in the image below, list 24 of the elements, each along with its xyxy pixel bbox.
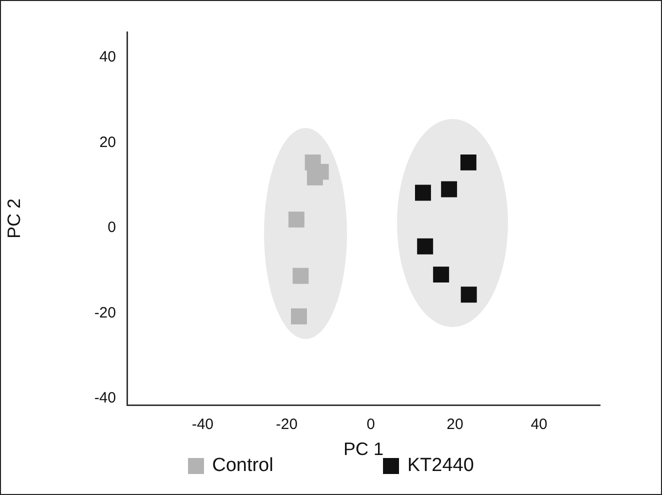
y-tick-label: -40 [94, 390, 116, 407]
x-tick-label: -20 [276, 416, 298, 434]
x-axis-title: PC 1 [343, 439, 384, 460]
x-tick-label: 40 [530, 416, 548, 434]
point [292, 268, 309, 284]
x-tick-label: 0 [366, 416, 376, 434]
y-tick-label: -20 [94, 304, 116, 322]
point [290, 308, 307, 324]
point [460, 154, 476, 170]
y-axis-title: PC 2 [4, 198, 24, 239]
point [460, 286, 477, 303]
y-tick-label: 40 [99, 48, 116, 66]
point [415, 184, 431, 201]
legend-label: Control [212, 455, 274, 477]
point [306, 169, 323, 186]
y-tick-label: 20 [99, 134, 116, 151]
x-tick-label: 20 [446, 416, 464, 434]
legend-label: KT2440 [407, 455, 474, 477]
x-tick-label: -40 [192, 416, 214, 434]
point [441, 181, 458, 198]
point [288, 212, 304, 228]
point [417, 238, 434, 254]
point [433, 266, 450, 283]
y-tick-label: 0 [108, 219, 116, 236]
